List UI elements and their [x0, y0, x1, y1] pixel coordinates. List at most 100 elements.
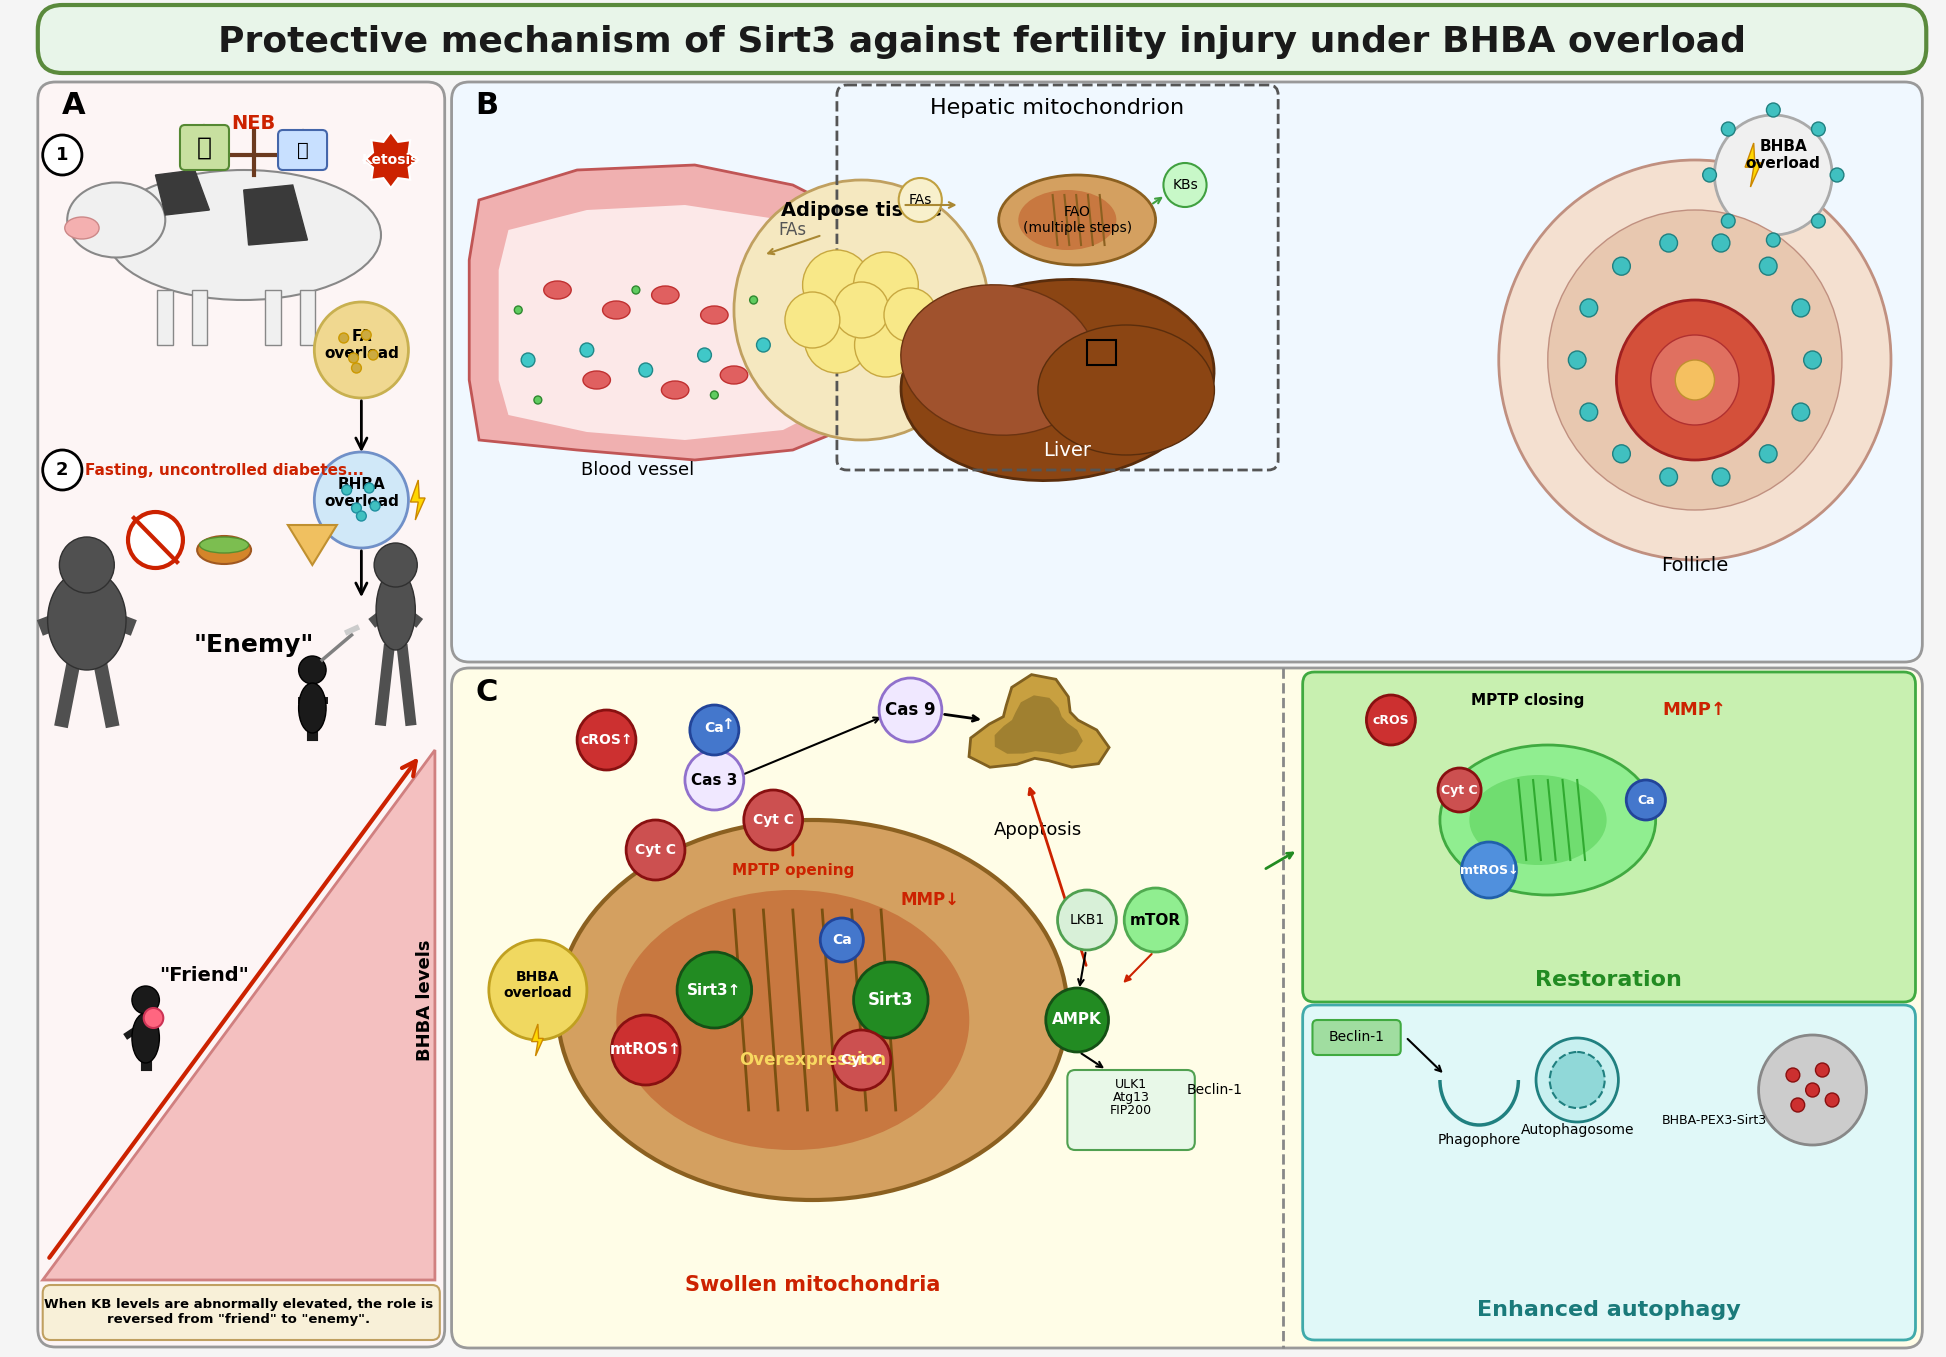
Circle shape — [1714, 115, 1831, 235]
Circle shape — [374, 543, 416, 588]
Circle shape — [1660, 233, 1677, 252]
FancyBboxPatch shape — [37, 5, 1927, 73]
Circle shape — [1812, 122, 1825, 136]
Ellipse shape — [998, 175, 1156, 265]
Text: Overexpression: Overexpression — [739, 1052, 885, 1069]
Text: FIP200: FIP200 — [1109, 1105, 1152, 1118]
Circle shape — [43, 134, 82, 175]
Circle shape — [1057, 890, 1117, 950]
Text: Restoration: Restoration — [1535, 970, 1681, 991]
Circle shape — [370, 501, 379, 512]
Circle shape — [854, 962, 928, 1038]
Text: Fasting, uncontrolled diabetes...: Fasting, uncontrolled diabetes... — [86, 463, 364, 478]
Circle shape — [1660, 468, 1677, 486]
Circle shape — [1790, 1098, 1804, 1111]
Text: C: C — [475, 677, 498, 707]
Text: Liver: Liver — [1043, 441, 1092, 460]
Text: Cas 9: Cas 9 — [885, 702, 936, 719]
Circle shape — [749, 296, 757, 304]
Text: "Enemy": "Enemy" — [193, 632, 313, 657]
Circle shape — [1829, 168, 1845, 182]
Circle shape — [315, 452, 409, 548]
Ellipse shape — [543, 281, 572, 299]
Text: Ca: Ca — [704, 721, 724, 735]
Ellipse shape — [132, 1012, 160, 1063]
FancyBboxPatch shape — [37, 81, 446, 1348]
Text: MPTP closing: MPTP closing — [1471, 692, 1584, 707]
Circle shape — [352, 503, 362, 513]
Text: When KB levels are abnormally elevated, the role is
reversed from "friend" to "e: When KB levels are abnormally elevated, … — [45, 1299, 434, 1326]
Text: Beclin-1: Beclin-1 — [1187, 1083, 1242, 1096]
Bar — [193, 290, 208, 345]
Circle shape — [339, 332, 348, 343]
Polygon shape — [531, 1025, 543, 1056]
Text: 🌾: 🌾 — [197, 136, 212, 160]
Polygon shape — [969, 674, 1109, 767]
Ellipse shape — [298, 683, 327, 733]
Polygon shape — [411, 480, 424, 520]
Circle shape — [1580, 299, 1598, 318]
Circle shape — [1461, 841, 1516, 898]
Text: Cas 3: Cas 3 — [691, 772, 738, 787]
Circle shape — [1759, 1035, 1866, 1145]
Circle shape — [514, 305, 522, 313]
Text: Enhanced autophagy: Enhanced autophagy — [1477, 1300, 1740, 1320]
Circle shape — [802, 250, 872, 320]
Text: Phagophore: Phagophore — [1438, 1133, 1520, 1147]
Circle shape — [578, 710, 636, 769]
FancyBboxPatch shape — [1066, 1071, 1195, 1149]
Ellipse shape — [662, 381, 689, 399]
Text: NEB: NEB — [232, 114, 276, 133]
Text: 1: 1 — [56, 147, 68, 164]
Circle shape — [1438, 768, 1481, 811]
Circle shape — [1767, 233, 1781, 247]
Circle shape — [1125, 887, 1187, 953]
Circle shape — [1712, 468, 1730, 486]
Circle shape — [854, 252, 919, 318]
Polygon shape — [43, 750, 434, 1280]
Circle shape — [60, 537, 115, 593]
Text: 2: 2 — [56, 461, 68, 479]
Circle shape — [632, 286, 640, 294]
Text: FA
overload: FA overload — [323, 328, 399, 361]
Circle shape — [1164, 163, 1207, 208]
Circle shape — [835, 282, 889, 338]
Circle shape — [1366, 695, 1415, 745]
Circle shape — [364, 483, 374, 493]
Circle shape — [1580, 403, 1598, 421]
Ellipse shape — [901, 280, 1214, 480]
Text: cROS: cROS — [1372, 714, 1409, 726]
Circle shape — [580, 343, 594, 357]
Text: FAs: FAs — [909, 193, 932, 208]
Circle shape — [1816, 1063, 1829, 1077]
FancyBboxPatch shape — [278, 130, 327, 170]
FancyBboxPatch shape — [1302, 672, 1915, 1001]
Text: A: A — [62, 91, 86, 119]
Circle shape — [734, 180, 989, 440]
Circle shape — [1613, 445, 1631, 463]
FancyBboxPatch shape — [1312, 1020, 1401, 1054]
Ellipse shape — [197, 536, 251, 565]
FancyBboxPatch shape — [43, 1285, 440, 1339]
Circle shape — [1613, 258, 1631, 275]
Text: Blood vessel: Blood vessel — [582, 461, 695, 479]
Circle shape — [1825, 1092, 1839, 1107]
Ellipse shape — [107, 170, 381, 300]
Bar — [158, 290, 173, 345]
FancyBboxPatch shape — [451, 668, 1923, 1348]
Polygon shape — [1746, 142, 1761, 187]
Circle shape — [43, 451, 82, 490]
Text: Cyt C: Cyt C — [841, 1053, 882, 1067]
Circle shape — [1045, 988, 1109, 1052]
Ellipse shape — [652, 286, 679, 304]
Circle shape — [1759, 445, 1777, 463]
Ellipse shape — [47, 570, 126, 670]
Text: Ketosis: Ketosis — [362, 153, 420, 167]
Bar — [1088, 341, 1117, 365]
Polygon shape — [994, 695, 1082, 754]
Circle shape — [1792, 403, 1810, 421]
Ellipse shape — [617, 890, 969, 1149]
Text: MMP↓: MMP↓ — [901, 892, 959, 909]
Text: Follicle: Follicle — [1662, 555, 1728, 574]
Ellipse shape — [376, 570, 414, 650]
